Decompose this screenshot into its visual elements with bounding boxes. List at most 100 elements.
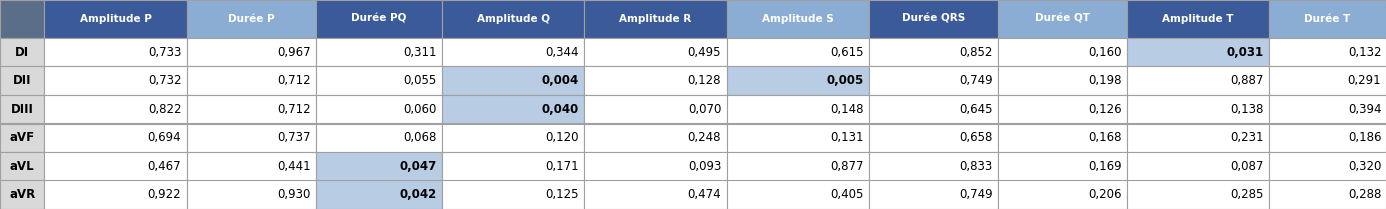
Text: 0,658: 0,658 <box>959 131 992 144</box>
Text: Durée PQ: Durée PQ <box>351 14 406 24</box>
Bar <box>1127 152 1270 181</box>
Text: 0,160: 0,160 <box>1088 46 1121 59</box>
Text: 0,285: 0,285 <box>1229 188 1264 201</box>
Text: DII: DII <box>12 74 32 87</box>
Bar <box>316 152 442 181</box>
Text: Amplitude R: Amplitude R <box>620 14 692 24</box>
Bar <box>1127 95 1270 124</box>
Text: 0,615: 0,615 <box>830 46 863 59</box>
Bar <box>726 181 869 209</box>
Bar <box>316 0 442 38</box>
Bar <box>0 66 44 95</box>
Text: aVF: aVF <box>10 131 35 144</box>
Bar <box>726 0 869 38</box>
Text: 0,126: 0,126 <box>1088 103 1121 116</box>
Bar <box>316 181 442 209</box>
Text: Amplitude P: Amplitude P <box>80 14 151 24</box>
Bar <box>726 66 869 95</box>
Bar <box>187 66 316 95</box>
Bar <box>869 181 998 209</box>
Text: aVR: aVR <box>10 188 35 201</box>
Bar <box>585 38 726 66</box>
Bar <box>998 0 1127 38</box>
Text: 0,822: 0,822 <box>148 103 182 116</box>
Bar <box>726 95 869 124</box>
Text: 0,070: 0,070 <box>687 103 721 116</box>
Text: 0,186: 0,186 <box>1347 131 1382 144</box>
Text: 0,131: 0,131 <box>830 131 863 144</box>
Bar <box>1270 38 1386 66</box>
Bar <box>998 124 1127 152</box>
Bar <box>44 66 187 95</box>
Text: 0,732: 0,732 <box>148 74 182 87</box>
Bar <box>998 66 1127 95</box>
Text: 0,042: 0,042 <box>399 188 437 201</box>
Text: aVL: aVL <box>10 160 35 173</box>
Text: 0,441: 0,441 <box>277 160 310 173</box>
Bar <box>726 152 869 181</box>
Text: 0,712: 0,712 <box>277 103 310 116</box>
Bar <box>585 152 726 181</box>
Bar <box>1270 181 1386 209</box>
Bar <box>187 181 316 209</box>
Text: 0,031: 0,031 <box>1227 46 1264 59</box>
Bar <box>316 66 442 95</box>
Bar <box>0 0 44 38</box>
Text: 0,047: 0,047 <box>399 160 437 173</box>
Bar <box>1127 66 1270 95</box>
Text: 0,040: 0,040 <box>542 103 578 116</box>
Bar <box>869 124 998 152</box>
Bar <box>1270 95 1386 124</box>
Bar <box>0 95 44 124</box>
Text: Amplitude T: Amplitude T <box>1161 14 1234 24</box>
Text: 0,005: 0,005 <box>826 74 863 87</box>
Text: 0,132: 0,132 <box>1347 46 1382 59</box>
Bar <box>869 0 998 38</box>
Text: 0,930: 0,930 <box>277 188 310 201</box>
Text: 0,291: 0,291 <box>1347 74 1382 87</box>
Text: 0,087: 0,087 <box>1229 160 1264 173</box>
Text: 0,887: 0,887 <box>1229 74 1264 87</box>
Bar <box>442 124 585 152</box>
Text: 0,474: 0,474 <box>687 188 721 201</box>
Text: 0,712: 0,712 <box>277 74 310 87</box>
Text: 0,405: 0,405 <box>830 188 863 201</box>
Text: Durée QRS: Durée QRS <box>902 14 966 24</box>
Text: 0,967: 0,967 <box>277 46 310 59</box>
Text: 0,467: 0,467 <box>148 160 182 173</box>
Text: 0,495: 0,495 <box>687 46 721 59</box>
Bar <box>998 152 1127 181</box>
Text: 0,749: 0,749 <box>959 188 992 201</box>
Text: 0,128: 0,128 <box>687 74 721 87</box>
Text: DIII: DIII <box>11 103 33 116</box>
Bar <box>1270 0 1386 38</box>
Bar <box>585 181 726 209</box>
Bar <box>442 66 585 95</box>
Bar <box>187 152 316 181</box>
Text: 0,311: 0,311 <box>403 46 437 59</box>
Bar <box>0 38 44 66</box>
Bar <box>187 95 316 124</box>
Bar <box>187 124 316 152</box>
Text: Amplitude S: Amplitude S <box>762 14 834 24</box>
Bar <box>1270 124 1386 152</box>
Bar <box>998 181 1127 209</box>
Text: 0,068: 0,068 <box>403 131 437 144</box>
Bar <box>998 38 1127 66</box>
Text: 0,120: 0,120 <box>545 131 578 144</box>
Bar <box>44 0 187 38</box>
Text: 0,694: 0,694 <box>148 131 182 144</box>
Text: 0,922: 0,922 <box>148 188 182 201</box>
Bar <box>1270 66 1386 95</box>
Text: 0,171: 0,171 <box>545 160 578 173</box>
Text: 0,749: 0,749 <box>959 74 992 87</box>
Text: 0,737: 0,737 <box>277 131 310 144</box>
Bar <box>1127 124 1270 152</box>
Text: 0,055: 0,055 <box>403 74 437 87</box>
Text: Amplitude Q: Amplitude Q <box>477 14 549 24</box>
Bar <box>316 38 442 66</box>
Text: 0,394: 0,394 <box>1347 103 1382 116</box>
Bar <box>442 152 585 181</box>
Bar <box>316 95 442 124</box>
Bar <box>442 0 585 38</box>
